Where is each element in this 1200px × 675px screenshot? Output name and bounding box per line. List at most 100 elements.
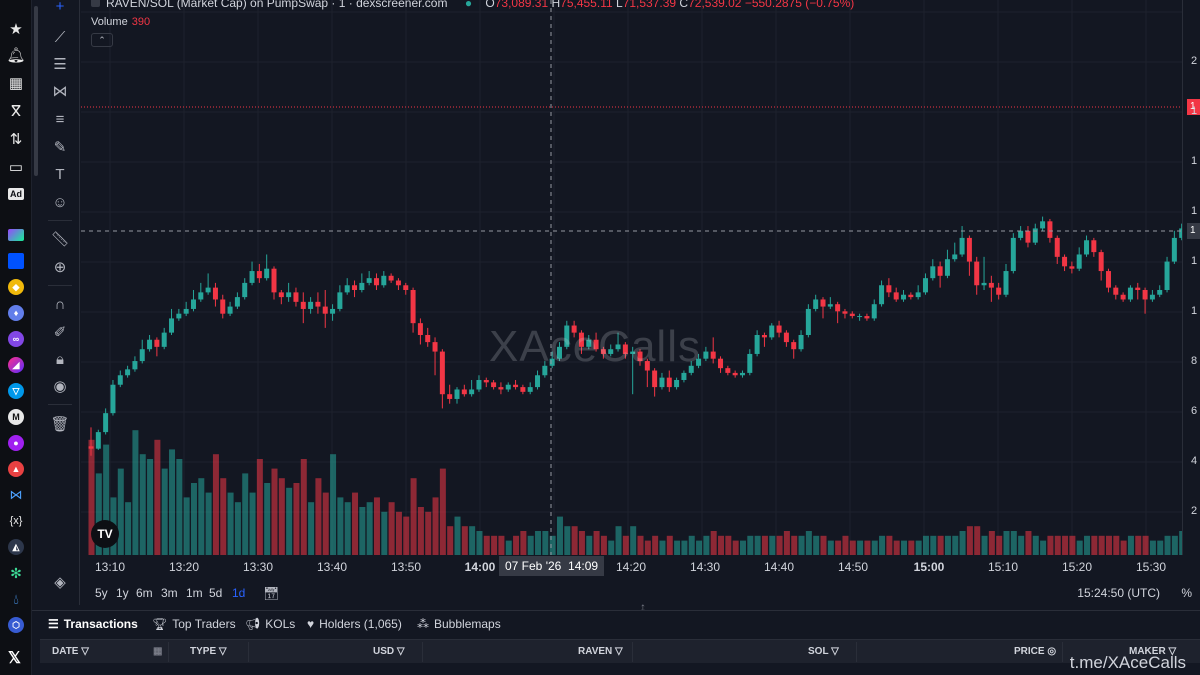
bottom-tabs: ☰ Transactions 🏆︎ Top Traders 📢︎ KOLs ♥ Hold… xyxy=(32,610,1200,638)
horizontal-lines-icon[interactable]: ☰ xyxy=(53,56,67,73)
swap-arrows-icon[interactable]: ⇅ xyxy=(9,131,23,148)
trend-line-icon[interactable]: ⟋ xyxy=(54,28,66,46)
percent-toggle[interactable]: % xyxy=(1181,586,1192,600)
price-chart[interactable]: RAVEN/SOL (Market Cap) on PumpSwap · 1 ·… xyxy=(81,0,1182,555)
eye-icon[interactable]: ◉ xyxy=(53,378,67,395)
time-axis[interactable]: 07 Feb '26 14:09 13:10 13:20 13:30 13:40 13:… xyxy=(81,555,1182,579)
text-tool-icon[interactable]: T xyxy=(55,165,65,183)
filter-icon: ▽ xyxy=(81,646,89,657)
sidebar-scrollbar[interactable] xyxy=(34,6,38,176)
candle-body xyxy=(783,332,789,343)
wallet-icon[interactable]: ▭ xyxy=(8,159,24,176)
range-6m[interactable]: 6m xyxy=(136,586,153,600)
range-1y[interactable]: 1y xyxy=(116,586,129,600)
volume-bar xyxy=(813,535,820,555)
volume-bar xyxy=(908,540,915,555)
chainlink-chain-icon[interactable]: ⬡ xyxy=(4,614,28,636)
column-usd[interactable]: USD ▽ xyxy=(373,646,405,657)
tab-holders[interactable]: ♥ Holders (1,065) xyxy=(307,617,402,631)
tab-transactions[interactable]: ☰ Transactions xyxy=(48,617,138,631)
resize-handle-icon[interactable]: ↕ xyxy=(640,600,646,614)
calendar-filter-icon[interactable]: ▦ xyxy=(153,646,163,657)
volume-bar xyxy=(549,535,556,555)
range-1m[interactable]: 1m xyxy=(186,586,203,600)
magnet-icon[interactable]: ∩ xyxy=(54,295,66,313)
candle-body xyxy=(425,335,431,343)
column-price[interactable]: PRICE ◎ xyxy=(1014,646,1057,657)
monad-chain-icon[interactable]: M xyxy=(4,406,28,428)
candle-body xyxy=(352,285,358,290)
x-logo-icon[interactable]: 𝕏 xyxy=(8,650,21,667)
candle-body xyxy=(95,432,101,449)
ton-chain-icon[interactable]: ▽ xyxy=(4,380,28,402)
candle-body xyxy=(761,335,767,338)
candle-body xyxy=(234,297,240,307)
timezone-label[interactable]: 15:24:50 (UTC) xyxy=(1077,586,1160,600)
bell-icon[interactable]: 🔔︎ xyxy=(6,47,26,64)
volume-bar xyxy=(388,502,395,555)
volume-bar xyxy=(542,531,549,555)
ethereum-chain-icon[interactable]: ♦ xyxy=(4,302,28,324)
lock-drawing-icon[interactable]: ✐ xyxy=(53,324,67,341)
avalanche-chain-icon[interactable]: ▲ xyxy=(4,458,28,480)
zoom-in-icon[interactable]: ⊕ xyxy=(53,259,67,276)
column-date[interactable]: DATE ▽ xyxy=(52,646,89,657)
sui-chain-icon[interactable]: ⋈ xyxy=(9,487,23,502)
pattern-icon[interactable]: ⋈ xyxy=(52,83,68,100)
grid-icon[interactable]: ▦ xyxy=(8,75,24,92)
candle-body xyxy=(1010,237,1016,272)
candle-body xyxy=(1120,294,1126,300)
pulse-chain-icon[interactable]: ◢ xyxy=(4,354,28,376)
calendar-icon[interactable]: 📅︎ xyxy=(263,586,280,601)
volume-bar xyxy=(930,535,937,555)
star-icon[interactable]: ★ xyxy=(9,21,23,38)
column-divider xyxy=(856,642,857,662)
range-3m[interactable]: 3m xyxy=(161,586,178,600)
drawing-toolbar: + ⟋ ☰ ⋈ ≡ ✎ T ☺ 📏︎ ⊕ ∩ ✐ 🔒︎ ◉ 🗑︎ ◈ xyxy=(40,0,80,605)
solana-chain-icon[interactable] xyxy=(4,224,28,246)
polygon-chain-icon[interactable]: ∞ xyxy=(4,328,28,350)
tab-label: Bubblemaps xyxy=(434,617,501,631)
column-sol[interactable]: SOL ▽ xyxy=(808,646,839,657)
tab-top-traders[interactable]: 🏆︎ Top Traders xyxy=(152,617,236,631)
drop-chain-icon[interactable]: 💧︎ xyxy=(13,590,19,607)
range-5y[interactable]: 5y xyxy=(95,586,108,600)
blast-chain-icon[interactable]: ● xyxy=(4,432,28,454)
column-type[interactable]: TYPE ▽ xyxy=(190,646,227,657)
range-1d[interactable]: 1d xyxy=(232,586,246,600)
arbitrum-chain-icon[interactable]: ◭ xyxy=(4,536,28,558)
range-5d[interactable]: 5d xyxy=(209,586,223,600)
emoji-icon[interactable]: ☺ xyxy=(52,193,68,211)
volume-bar xyxy=(659,540,666,555)
layers-icon[interactable]: ◈ xyxy=(54,574,66,591)
trash-icon[interactable]: 🗑︎ xyxy=(50,416,70,433)
crosshair-icon[interactable]: + xyxy=(55,0,65,15)
candle-body xyxy=(344,285,350,293)
column-raven[interactable]: RAVEN ▽ xyxy=(578,646,623,657)
candle-body xyxy=(1062,256,1068,267)
column-divider xyxy=(248,642,249,662)
tradingview-logo[interactable]: TV xyxy=(91,520,119,548)
base-chain-icon[interactable] xyxy=(4,250,28,272)
code-chain-icon[interactable]: {x} xyxy=(9,515,23,527)
brush-icon[interactable]: ✎ xyxy=(53,139,67,156)
candle-body xyxy=(300,301,306,309)
tab-bubblemaps[interactable]: ⁂ Bubblemaps xyxy=(417,617,501,631)
candle-body xyxy=(908,294,914,298)
ruler-icon[interactable]: 📏︎ xyxy=(50,231,70,248)
fib-icon[interactable]: ≡ xyxy=(55,110,65,128)
volume-bar xyxy=(132,430,139,555)
bsc-chain-icon[interactable]: ◆ xyxy=(4,276,28,298)
lock-icon[interactable]: 🔒︎ xyxy=(56,350,64,368)
candle-body xyxy=(747,353,753,373)
ad-icon[interactable]: Ad xyxy=(8,188,24,200)
collapse-legend-button[interactable]: ⌃ xyxy=(91,33,113,47)
hyperliquid-chain-icon[interactable]: ✻ xyxy=(10,564,22,581)
column-maker[interactable]: MAKER ▽ xyxy=(1129,646,1177,657)
volume-bar xyxy=(520,531,527,555)
sprout-icon[interactable]: ⴳ xyxy=(10,103,22,120)
tab-kols[interactable]: 📢︎ KOLs xyxy=(245,617,295,631)
volume-bar xyxy=(556,516,563,555)
candlestick-chart-svg[interactable] xyxy=(81,0,1182,555)
